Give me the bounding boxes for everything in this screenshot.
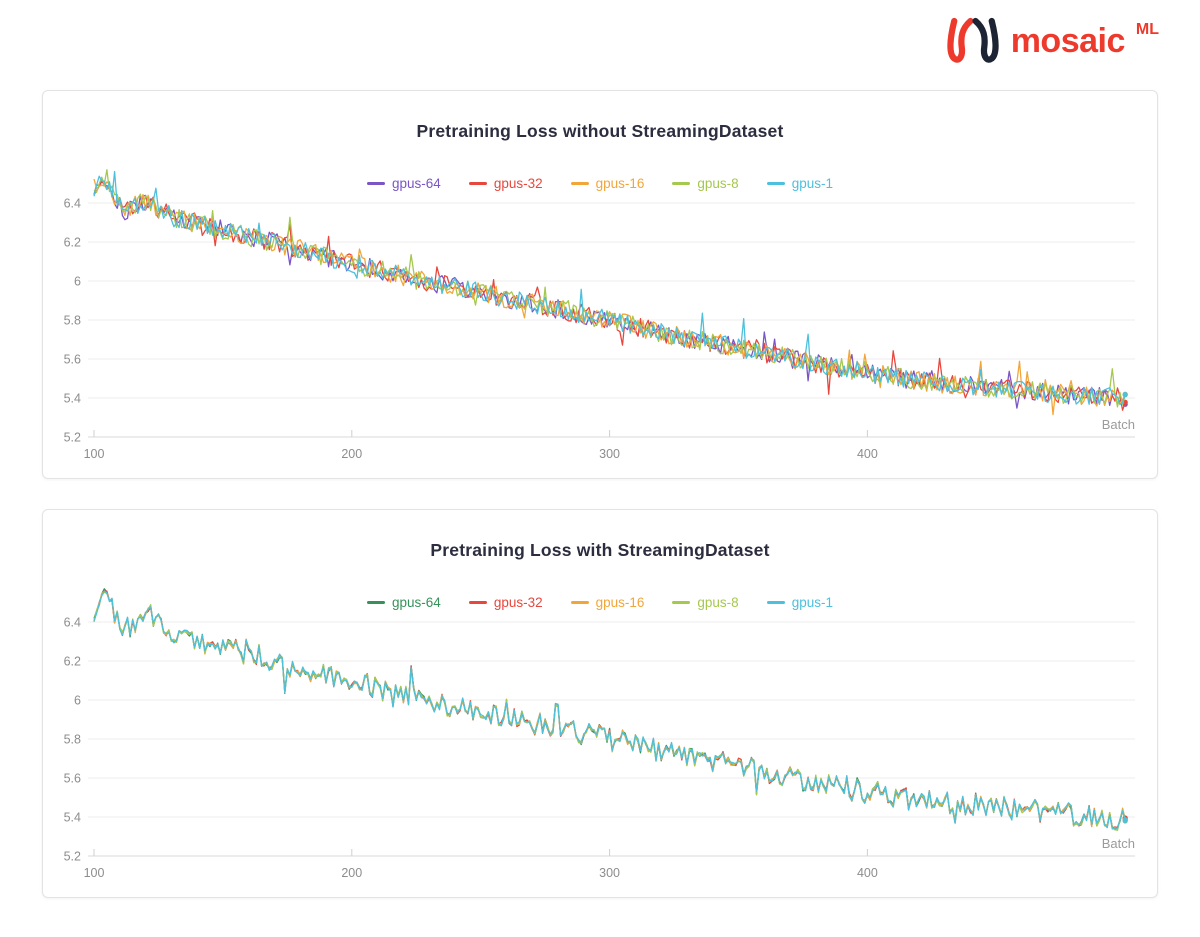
x-axis-title: Batch — [1102, 836, 1135, 851]
legend-swatch-gpus-32 — [468, 600, 487, 605]
x-tick-label: 100 — [84, 866, 105, 880]
legend-item-gpus-8: gpus-8 — [672, 176, 739, 191]
legend-swatch-gpus-32 — [468, 181, 487, 186]
chart-panel-with-streamingdataset: Pretraining Loss with StreamingDataset g… — [42, 509, 1158, 898]
x-tick-label: 200 — [341, 447, 362, 461]
y-tick-label: 6 — [74, 694, 81, 708]
legend-item-gpus-8: gpus-8 — [672, 595, 739, 610]
loss-chart-without-streamingdataset: 5.2 5.4 5.6 5.8 6 6.2 6.4 100 200 300 400 Batch — [64, 169, 1135, 461]
chart-title: Pretraining Loss without StreamingDatase… — [416, 121, 784, 141]
legend-item-gpus-1: gpus-1 — [766, 176, 833, 191]
legend-item-gpus-64: gpus-64 — [367, 595, 441, 610]
series-line-gpus-16 — [93, 178, 1126, 416]
series-endpoint-gpus-1 — [1122, 391, 1128, 398]
y-tick-label: 5.4 — [64, 392, 81, 406]
x-axis-title: Batch — [1102, 417, 1135, 432]
x-tick-label: 300 — [599, 866, 620, 880]
series-line-gpus-1 — [93, 590, 1126, 830]
legend-label: gpus-32 — [493, 595, 543, 610]
legend-swatch-gpus-1 — [766, 181, 785, 186]
series-line-gpus-64 — [93, 179, 1126, 409]
y-tick-label: 6 — [74, 275, 81, 289]
legend-item-gpus-32: gpus-32 — [468, 595, 543, 610]
y-tick-label: 5.8 — [64, 733, 81, 747]
chart-legend: gpus-64 gpus-32 gpus-16 gpus-8 gpus-1 — [43, 176, 1157, 191]
y-tick-label: 5.4 — [64, 811, 81, 825]
legend-swatch-gpus-16 — [570, 600, 589, 605]
legend-label: gpus-16 — [595, 595, 645, 610]
y-tick-label: 5.6 — [64, 353, 81, 367]
x-tick-label: 100 — [84, 447, 105, 461]
series-line-gpus-32 — [93, 181, 1126, 411]
legend-label: gpus-64 — [392, 595, 441, 610]
loss-chart-with-streamingdataset: 5.2 5.4 5.6 5.8 6 6.2 6.4 100 200 300 400 Batch — [64, 588, 1135, 880]
series-line-gpus-8 — [93, 591, 1126, 831]
y-tick-label: 6.2 — [64, 655, 81, 669]
x-tick-label: 300 — [599, 447, 620, 461]
series-line-gpus-64 — [93, 588, 1126, 831]
y-tick-label: 5.6 — [64, 772, 81, 786]
legend-label: gpus-1 — [791, 176, 833, 191]
legend-label: gpus-16 — [595, 176, 645, 191]
legend-item-gpus-1: gpus-1 — [766, 595, 833, 610]
legend-swatch-gpus-8 — [672, 600, 691, 605]
mosaicml-logo: mosaic ML — [945, 14, 1159, 68]
legend-swatch-gpus-16 — [570, 181, 589, 186]
x-tick-label: 200 — [341, 866, 362, 880]
y-tick-label: 5.8 — [64, 314, 81, 328]
x-tick-label: 400 — [857, 447, 878, 461]
mosaicml-logo-icon — [947, 17, 999, 63]
legend-swatch-gpus-8 — [672, 181, 691, 186]
legend-label: gpus-8 — [697, 176, 739, 191]
legend-swatch-gpus-64 — [367, 181, 386, 186]
logo-wordmark: mosaic — [1010, 22, 1126, 60]
legend-item-gpus-16: gpus-16 — [570, 176, 645, 191]
y-tick-label: 5.2 — [64, 431, 81, 445]
legend-label: gpus-32 — [493, 176, 543, 191]
legend-label: gpus-64 — [392, 176, 441, 191]
logo-superscript: ML — [1135, 21, 1159, 38]
series-line-gpus-1 — [93, 170, 1126, 406]
series-endpoint-gpus-1 — [1122, 817, 1128, 823]
y-tick-label: 6.4 — [64, 616, 81, 630]
legend-label: gpus-1 — [791, 595, 833, 610]
series-line-gpus-32 — [93, 589, 1126, 829]
y-tick-label: 6.4 — [64, 197, 81, 211]
chart-panel-without-streamingdataset: Pretraining Loss without StreamingDatase… — [42, 90, 1158, 479]
series-line-gpus-8 — [93, 169, 1126, 408]
legend-label: gpus-8 — [697, 595, 739, 610]
logo-mark-red-loop — [947, 17, 974, 63]
legend-item-gpus-32: gpus-32 — [468, 176, 543, 191]
chart-legend: gpus-64 gpus-32 gpus-16 gpus-8 gpus-1 — [43, 595, 1157, 610]
logo-mark-navy-loop — [972, 17, 999, 63]
y-tick-label: 6.2 — [64, 236, 81, 250]
legend-item-gpus-64: gpus-64 — [367, 176, 441, 191]
x-tick-label: 400 — [857, 866, 878, 880]
chart-title: Pretraining Loss with StreamingDataset — [430, 540, 770, 560]
series-line-gpus-16 — [93, 591, 1126, 831]
legend-swatch-gpus-1 — [766, 600, 785, 605]
legend-item-gpus-16: gpus-16 — [570, 595, 645, 610]
legend-swatch-gpus-64 — [367, 600, 386, 605]
y-tick-label: 5.2 — [64, 850, 81, 864]
